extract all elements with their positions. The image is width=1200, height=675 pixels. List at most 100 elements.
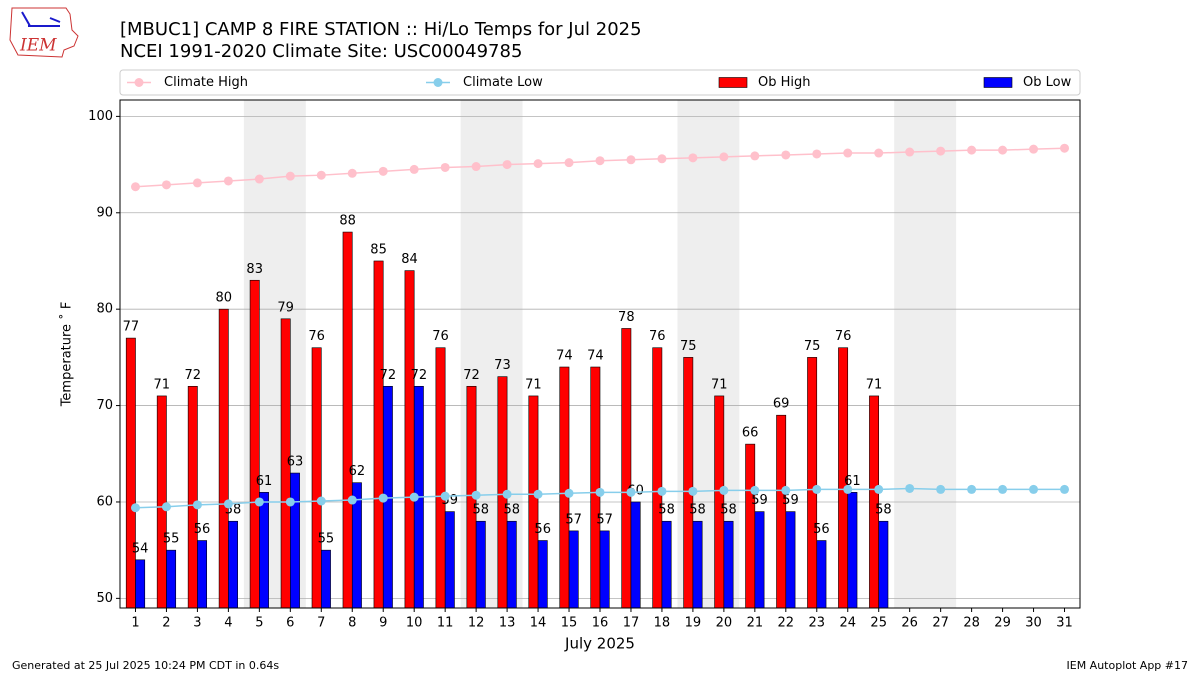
marker — [688, 153, 698, 163]
bar — [156, 395, 167, 609]
marker — [657, 154, 667, 164]
data-label: 72 — [185, 368, 202, 383]
bar — [559, 366, 570, 609]
marker — [812, 149, 822, 159]
legend-box — [119, 69, 1081, 96]
marker — [1029, 484, 1039, 494]
bar — [290, 472, 300, 609]
x-tick-label: 5 — [255, 616, 263, 631]
bar — [404, 270, 415, 609]
legend-label: Ob High — [758, 75, 811, 90]
x-tick-label: 20 — [716, 616, 733, 631]
bar — [816, 540, 827, 609]
marker — [285, 171, 295, 181]
marker — [936, 146, 946, 156]
marker — [161, 502, 171, 512]
footer-right: IEM Autoplot App #17 — [1067, 659, 1189, 672]
chart-title: [MBUC1] CAMP 8 FIRE STATION :: Hi/Lo Tem… — [120, 19, 642, 40]
logo-text: IEM — [19, 36, 57, 56]
x-tick-label: 15 — [561, 616, 578, 631]
weekend-shade — [894, 100, 957, 608]
bar — [528, 395, 539, 609]
bar — [630, 501, 641, 609]
x-tick-label: 7 — [317, 616, 325, 631]
marker — [223, 499, 233, 509]
x-tick-label: 11 — [437, 616, 454, 631]
x-tick-label: 3 — [193, 616, 201, 631]
bar — [475, 520, 486, 609]
marker — [378, 166, 388, 176]
x-tick-label: 31 — [1056, 616, 1073, 631]
data-label: 83 — [246, 262, 263, 277]
bar — [259, 492, 269, 609]
data-label: 58 — [720, 503, 737, 518]
data-label: 57 — [565, 512, 582, 527]
x-tick-label: 6 — [286, 616, 294, 631]
marker — [967, 145, 977, 155]
x-tick-label: 8 — [348, 616, 356, 631]
legend-swatch — [718, 77, 748, 88]
x-tick-label: 25 — [870, 616, 887, 631]
legend-label: Ob Low — [1023, 75, 1072, 90]
data-label: 85 — [370, 242, 387, 257]
data-label: 59 — [782, 493, 799, 508]
x-tick-label: 10 — [406, 616, 423, 631]
legend-label: Climate Low — [463, 75, 543, 90]
bar — [847, 492, 858, 609]
data-label: 79 — [277, 300, 294, 315]
data-label: 72 — [411, 368, 428, 383]
data-label: 55 — [163, 532, 180, 547]
data-label: 56 — [813, 522, 830, 537]
marker — [998, 484, 1008, 494]
marker — [347, 168, 357, 178]
marker — [719, 152, 729, 162]
marker — [905, 483, 915, 493]
marker — [440, 491, 450, 501]
marker — [688, 486, 698, 496]
marker — [874, 148, 884, 158]
bar — [599, 530, 610, 609]
data-label: 69 — [773, 397, 790, 412]
bar — [506, 520, 517, 609]
y-tick-label: 100 — [88, 109, 113, 124]
marker — [626, 155, 636, 165]
legend-swatch — [134, 78, 144, 87]
marker — [843, 148, 853, 158]
marker — [998, 145, 1008, 155]
x-axis-label: July 2025 — [564, 635, 635, 653]
data-label: 71 — [711, 377, 728, 392]
data-label: 76 — [649, 329, 666, 344]
marker — [750, 151, 760, 161]
bar — [249, 279, 260, 609]
bar — [537, 540, 548, 609]
bar — [785, 511, 796, 609]
x-tick-label: 26 — [901, 616, 918, 631]
bar — [745, 443, 756, 609]
data-label: 72 — [380, 368, 397, 383]
marker — [595, 156, 605, 166]
marker — [812, 484, 822, 494]
bar — [568, 530, 579, 609]
marker — [564, 488, 574, 498]
data-label: 80 — [215, 291, 232, 306]
x-tick-label: 21 — [747, 616, 764, 631]
legend-swatch — [983, 77, 1013, 88]
y-tick-label: 90 — [96, 205, 113, 220]
marker — [533, 489, 543, 499]
y-tick-label: 80 — [96, 302, 113, 317]
marker — [161, 180, 171, 190]
bar — [661, 520, 672, 609]
marker — [471, 162, 481, 172]
data-label: 71 — [525, 377, 542, 392]
bar — [218, 308, 229, 609]
bar — [590, 366, 601, 609]
data-label: 63 — [287, 455, 304, 470]
bar — [373, 260, 384, 609]
data-label: 66 — [742, 426, 759, 441]
marker — [750, 485, 760, 495]
data-label: 74 — [587, 349, 604, 364]
bar — [187, 385, 198, 609]
bar — [342, 231, 353, 609]
data-label: 75 — [680, 339, 697, 354]
